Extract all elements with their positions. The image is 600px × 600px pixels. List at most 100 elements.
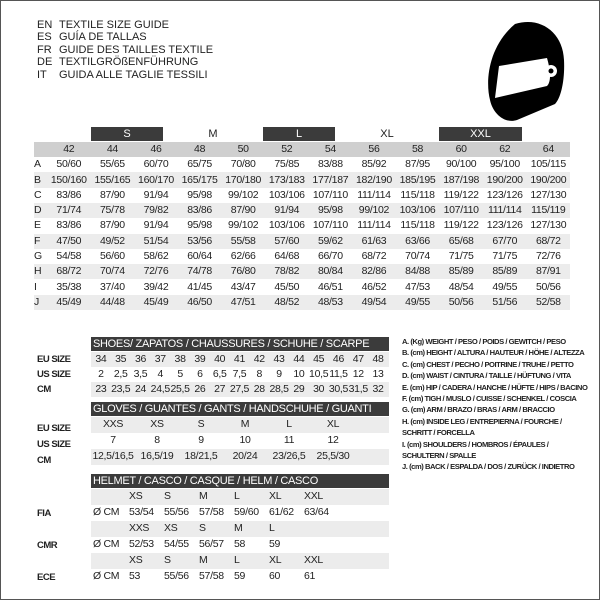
table-cell: 13 bbox=[372, 368, 384, 380]
table-cell: 83/86 bbox=[187, 204, 212, 217]
table-cell: 91/94 bbox=[143, 219, 169, 232]
table-cell: 6,5 bbox=[212, 368, 227, 380]
table-cell: 10 bbox=[293, 368, 305, 380]
value-cell: 52/53 bbox=[129, 538, 154, 550]
table-cell: 26 bbox=[194, 383, 206, 395]
value-cell: 53/54 bbox=[129, 506, 154, 518]
helmet-icon bbox=[488, 21, 565, 121]
row-key: A bbox=[34, 158, 41, 171]
table-cell: 91/94 bbox=[143, 188, 169, 201]
table-cell: 62/66 bbox=[230, 250, 256, 263]
table-cell: 28,5 bbox=[269, 383, 289, 395]
table-cell: 173/183 bbox=[268, 173, 305, 186]
table-cell: 87/95 bbox=[405, 158, 430, 171]
table-cell: 66/70 bbox=[317, 250, 343, 263]
shoe-row-label: CM bbox=[37, 384, 51, 395]
title-de: DE TEXTILGRÖßENFÜHRUNG bbox=[37, 56, 213, 68]
row-key: D bbox=[34, 204, 42, 217]
table-cell: 37 bbox=[154, 353, 166, 365]
table-cell: 35/38 bbox=[56, 280, 82, 293]
table-cell: 68/72 bbox=[56, 265, 82, 278]
table-cell: 41 bbox=[233, 353, 246, 365]
size-cell: L bbox=[234, 490, 240, 502]
table-cell: 71/74 bbox=[56, 204, 82, 217]
legend-line: H. (cm) INSIDE LEG / ENTREPIERNA / FOURC… bbox=[402, 416, 562, 426]
title-text: GUIDA ALLE TAGLIE TESSILI bbox=[59, 68, 208, 81]
table-cell: 30,5 bbox=[328, 383, 349, 395]
table-cell: 24 bbox=[134, 383, 147, 395]
legend-line: C. (cm) CHEST / PECHO / POITRINE / TRUHE… bbox=[402, 359, 574, 369]
value-cell: 63/64 bbox=[304, 506, 329, 518]
lang-code: ES bbox=[37, 31, 52, 44]
table-cell: 60/64 bbox=[187, 250, 212, 263]
table-cell: 25,5/30 bbox=[316, 450, 350, 462]
table-cell: 12 bbox=[327, 434, 339, 446]
value-cell: 61/62 bbox=[269, 506, 294, 518]
size-header-cell: 42 bbox=[63, 143, 75, 155]
table-cell: 48/53 bbox=[317, 295, 343, 308]
shoe-row: 23 23,5 24 24,5 25,5 26 27 27,5 28 28,5 29 30 30,5 31… bbox=[91, 382, 388, 397]
table-cell: 68/72 bbox=[361, 250, 387, 263]
table-cell: 23/26,5 bbox=[272, 450, 306, 462]
table-cell: 95/98 bbox=[187, 188, 212, 201]
size-header-cell: 60 bbox=[455, 143, 467, 155]
table-cell: 48/52 bbox=[274, 295, 300, 308]
legend-line: SCHULTERN / SPALLE bbox=[402, 451, 476, 461]
row-shade bbox=[91, 521, 389, 537]
shoe-row: 34 35 36 37 38 39 40 41 42 43 44 45 46 47 48 bbox=[91, 352, 388, 367]
table-cell: 45/49 bbox=[56, 295, 82, 308]
legend-line: I. (cm) SHOULDERS / HOMBROS / ÉPAULES / bbox=[402, 439, 549, 449]
table-cell: 50/60 bbox=[56, 158, 82, 171]
table-cell: 6 bbox=[197, 368, 203, 380]
table-cell: 7,5 bbox=[232, 368, 247, 380]
size-group-m: M bbox=[208, 128, 218, 140]
table-cell: 9 bbox=[276, 368, 282, 380]
table-cell: L bbox=[286, 418, 292, 430]
row-key: J bbox=[34, 295, 39, 308]
table-cell: 87/90 bbox=[230, 204, 256, 217]
table-cell: 119/122 bbox=[443, 219, 479, 232]
row-key: I bbox=[34, 280, 37, 293]
table-cell: 65/68 bbox=[448, 234, 474, 247]
helmet-standard-label: ECE bbox=[37, 572, 56, 583]
table-cell: 51/56 bbox=[492, 295, 518, 308]
legend-line: B. (cm) HEIGHT / ALTURA / HAUTEUR / HÖHE… bbox=[402, 348, 585, 358]
table-cell: 111/114 bbox=[487, 204, 522, 217]
size-cell: M bbox=[199, 490, 208, 502]
table-cell: 70/74 bbox=[100, 265, 125, 278]
lang-code: DE bbox=[37, 56, 53, 69]
row-key: H bbox=[34, 265, 42, 278]
table-cell: 182/190 bbox=[356, 173, 392, 186]
table-cell: 55/65 bbox=[100, 158, 125, 171]
table-cell: XXS bbox=[102, 418, 124, 430]
shoe-row-label: EU SIZE bbox=[37, 354, 71, 365]
table-cell: 51/54 bbox=[143, 234, 169, 247]
row-shade bbox=[91, 352, 389, 367]
table-cell: 79/82 bbox=[143, 204, 169, 217]
table-cell: 83/86 bbox=[56, 188, 82, 201]
table-cell: 45/49 bbox=[143, 295, 169, 308]
table-cell: 111/114 bbox=[357, 219, 391, 232]
table-cell: 18/21,5 bbox=[184, 450, 218, 462]
glove-row: 7 8 9 10 11 12 bbox=[91, 433, 355, 448]
row-shade bbox=[91, 553, 389, 569]
size-header-cell: 64 bbox=[542, 143, 554, 155]
table-cell: 9 bbox=[198, 434, 204, 446]
legend-line: SCHRITT / FORCELLA bbox=[402, 428, 475, 438]
table-cell: 72/76 bbox=[143, 265, 169, 278]
table-cell: 71/75 bbox=[448, 250, 474, 263]
table-cell: 29 bbox=[293, 383, 305, 395]
table-cell: 67/70 bbox=[492, 234, 518, 247]
shoe-row-label: US SIZE bbox=[37, 369, 71, 380]
table-cell: 46 bbox=[332, 353, 344, 365]
size-cell: S bbox=[164, 554, 171, 566]
table-cell: 70/74 bbox=[405, 250, 430, 263]
gloves-header: GLOVES / GUANTES / GANTS / HANDSCHUHE / … bbox=[91, 402, 389, 416]
table-cell: 170/180 bbox=[225, 173, 262, 186]
row-shade bbox=[91, 489, 389, 505]
table-cell: 46/50 bbox=[187, 295, 212, 308]
helmet-standard-label: FIA bbox=[37, 508, 51, 519]
helmet-size-row: XXS XS S M L bbox=[91, 521, 339, 536]
table-cell: 48 bbox=[372, 353, 384, 365]
table-cell: 39 bbox=[194, 353, 206, 365]
